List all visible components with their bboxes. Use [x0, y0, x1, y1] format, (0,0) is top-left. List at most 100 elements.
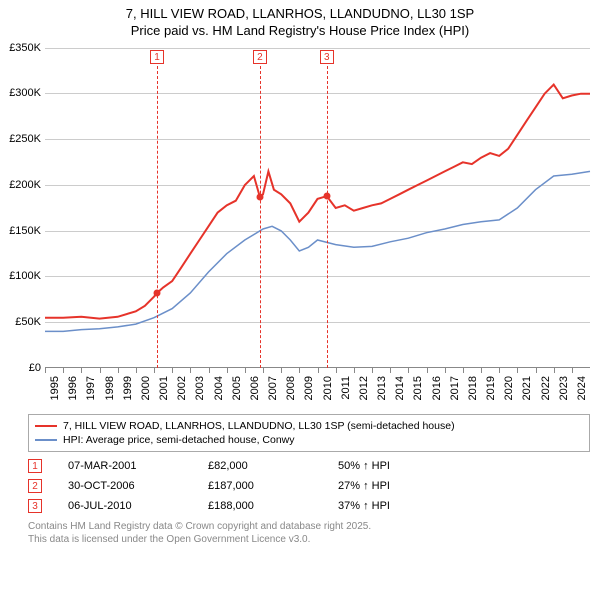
- x-tick-label: 2013: [376, 376, 388, 400]
- sale-marker-box: 2: [253, 50, 267, 64]
- x-tick: [554, 368, 555, 373]
- footer-attribution: Contains HM Land Registry data © Crown c…: [28, 520, 590, 546]
- sales-row: 3 06-JUL-2010£188,00037% ↑ HPI: [28, 496, 590, 516]
- sales-row-date: 06-JUL-2010: [68, 500, 208, 512]
- y-tick-label: £50K: [15, 316, 41, 328]
- x-tick-label: 2019: [485, 376, 497, 400]
- series-hpi: [45, 171, 590, 331]
- sales-row: 2 30-OCT-2006£187,00027% ↑ HPI: [28, 476, 590, 496]
- x-tick: [481, 368, 482, 373]
- x-tick: [299, 368, 300, 373]
- sale-marker-line: [327, 66, 328, 368]
- x-tick-label: 1997: [85, 376, 97, 400]
- y-tick-label: £350K: [9, 42, 41, 54]
- sales-table: 107-MAR-2001£82,00050% ↑ HPI 2 30-OCT-2006…: [28, 456, 590, 516]
- x-tick: [517, 368, 518, 373]
- sale-dot: [323, 192, 330, 199]
- x-tick-label: 2010: [322, 376, 334, 400]
- x-tick: [336, 368, 337, 373]
- sales-row-date: 30-OCT-2006: [68, 480, 208, 492]
- x-tick: [445, 368, 446, 373]
- x-tick: [154, 368, 155, 373]
- x-tick-label: 1999: [122, 376, 134, 400]
- x-tick-label: 1998: [104, 376, 116, 400]
- legend-label-1: 7, HILL VIEW ROAD, LLANRHOS, LLANDUDNO, …: [63, 420, 455, 432]
- x-tick: [190, 368, 191, 373]
- y-tick-label: £100K: [9, 270, 41, 282]
- y-tick-label: £250K: [9, 133, 41, 145]
- sales-row-price: £188,000: [208, 500, 338, 512]
- x-tick-label: 2012: [358, 376, 370, 400]
- x-tick: [45, 368, 46, 373]
- legend-box: 7, HILL VIEW ROAD, LLANRHOS, LLANDUDNO, …: [28, 414, 590, 452]
- y-tick-label: £150K: [9, 225, 41, 237]
- legend-item-price-paid: 7, HILL VIEW ROAD, LLANRHOS, LLANDUDNO, …: [35, 419, 583, 433]
- x-tick-label: 2015: [412, 376, 424, 400]
- x-tick-label: 2001: [158, 376, 170, 400]
- chart-area: £0£50K£100K£150K£200K£250K£300K£350K 123…: [5, 48, 595, 408]
- sale-marker-line: [260, 66, 261, 368]
- title-line-1: 7, HILL VIEW ROAD, LLANRHOS, LLANDUDNO, …: [126, 6, 474, 21]
- y-tick-label: £200K: [9, 179, 41, 191]
- y-axis: £0£50K£100K£150K£200K£250K£300K£350K: [5, 48, 45, 368]
- sales-row-date: 07-MAR-2001: [68, 460, 208, 472]
- x-tick: [408, 368, 409, 373]
- sales-row-price: £82,000: [208, 460, 338, 472]
- x-tick-label: 2003: [194, 376, 206, 400]
- x-tick-label: 2022: [540, 376, 552, 400]
- line-series-svg: [45, 48, 590, 368]
- x-tick: [536, 368, 537, 373]
- x-tick-label: 1995: [49, 376, 61, 400]
- x-tick-label: 1996: [67, 376, 79, 400]
- x-tick-label: 2002: [176, 376, 188, 400]
- sales-row-pct: 37% ↑ HPI: [338, 500, 438, 512]
- x-tick: [372, 368, 373, 373]
- legend-item-hpi: HPI: Average price, semi-detached house,…: [35, 433, 583, 447]
- sale-marker-line: [157, 66, 158, 368]
- x-tick-label: 2020: [503, 376, 515, 400]
- legend-label-2: HPI: Average price, semi-detached house,…: [63, 434, 295, 446]
- chart-title: 7, HILL VIEW ROAD, LLANRHOS, LLANDUDNO, …: [0, 0, 600, 40]
- x-tick-label: 2011: [340, 376, 352, 400]
- x-tick-label: 2004: [213, 376, 225, 400]
- sale-marker-box: 1: [150, 50, 164, 64]
- x-tick: [281, 368, 282, 373]
- sales-row-pct: 27% ↑ HPI: [338, 480, 438, 492]
- x-tick: [390, 368, 391, 373]
- x-tick: [263, 368, 264, 373]
- x-tick: [318, 368, 319, 373]
- x-tick: [354, 368, 355, 373]
- legend-swatch-blue: [35, 439, 57, 441]
- x-tick: [499, 368, 500, 373]
- x-tick-label: 2014: [394, 376, 406, 400]
- x-tick: [118, 368, 119, 373]
- x-tick: [81, 368, 82, 373]
- x-tick: [427, 368, 428, 373]
- y-tick-label: £0: [29, 362, 41, 374]
- y-tick-label: £300K: [9, 87, 41, 99]
- sale-dot: [256, 193, 263, 200]
- x-tick-label: 2000: [140, 376, 152, 400]
- x-axis: 1995 1996 1997 1998 1999 2000 2001 2002 2003 2004…: [45, 368, 590, 408]
- x-tick-label: 2006: [249, 376, 261, 400]
- series-price_paid: [45, 84, 590, 318]
- sales-row-price: £187,000: [208, 480, 338, 492]
- x-tick: [63, 368, 64, 373]
- x-tick: [136, 368, 137, 373]
- x-tick: [227, 368, 228, 373]
- sales-row-pct: 50% ↑ HPI: [338, 460, 438, 472]
- x-tick-label: 2016: [431, 376, 443, 400]
- x-tick: [172, 368, 173, 373]
- legend-swatch-red: [35, 425, 57, 427]
- sales-row-index: 3: [28, 499, 42, 513]
- x-tick: [463, 368, 464, 373]
- chart-container: 7, HILL VIEW ROAD, LLANRHOS, LLANDUDNO, …: [0, 0, 600, 590]
- x-tick-label: 2009: [303, 376, 315, 400]
- x-tick-label: 2007: [267, 376, 279, 400]
- footer-line-2: This data is licensed under the Open Gov…: [28, 534, 310, 545]
- sales-row: 107-MAR-2001£82,00050% ↑ HPI: [28, 456, 590, 476]
- sales-row-index: 2: [28, 479, 42, 493]
- footer-line-1: Contains HM Land Registry data © Crown c…: [28, 521, 371, 532]
- x-tick: [100, 368, 101, 373]
- x-tick-label: 2024: [576, 376, 588, 400]
